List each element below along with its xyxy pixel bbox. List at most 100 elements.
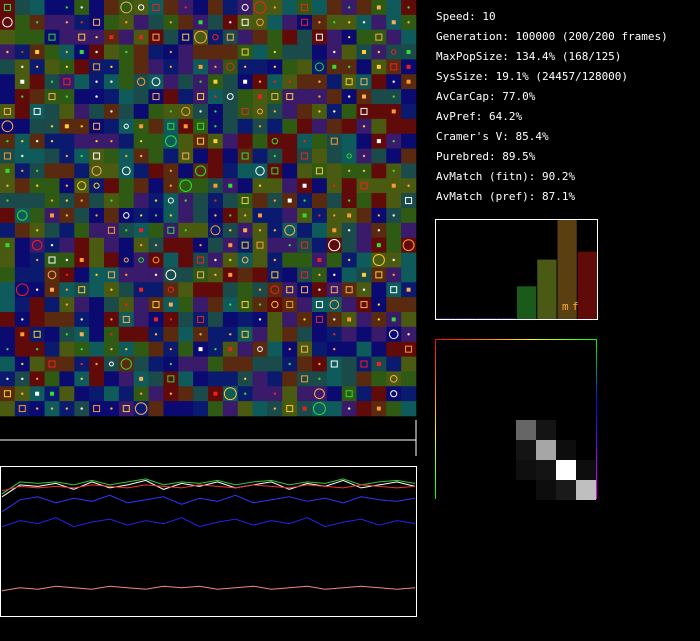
cell <box>118 208 135 224</box>
marker <box>3 107 11 115</box>
marker <box>391 183 396 188</box>
cell <box>386 222 402 239</box>
dot <box>35 377 39 381</box>
marker <box>138 257 144 263</box>
cell <box>104 237 120 253</box>
dot <box>80 21 83 24</box>
marker <box>93 152 101 160</box>
dot <box>318 288 321 291</box>
cell <box>237 326 253 343</box>
cell <box>178 29 194 45</box>
marker <box>2 17 13 28</box>
cell <box>148 14 164 31</box>
cell <box>386 401 402 417</box>
marker <box>139 124 144 129</box>
marker <box>402 239 415 252</box>
dot <box>273 110 277 113</box>
dot <box>139 392 143 395</box>
cell <box>178 104 194 120</box>
cell <box>341 282 357 298</box>
dot <box>65 21 69 24</box>
marker <box>223 387 237 401</box>
dot <box>199 80 202 83</box>
marker <box>182 152 190 160</box>
cell <box>252 386 268 402</box>
dot <box>169 214 173 217</box>
cell <box>59 163 75 179</box>
marker <box>271 137 279 145</box>
cell <box>193 386 209 402</box>
dot <box>35 258 39 262</box>
cell <box>386 29 402 45</box>
cell <box>118 74 135 90</box>
dot <box>229 333 232 336</box>
stat-line: Purebred: 89.5% <box>436 150 536 163</box>
cell <box>326 163 343 179</box>
cell <box>371 178 387 194</box>
dot <box>318 95 321 98</box>
marker <box>228 347 233 352</box>
cell <box>401 267 417 283</box>
cell <box>74 163 90 179</box>
cell <box>163 29 179 45</box>
cell <box>237 193 253 209</box>
cell <box>178 74 194 90</box>
marker <box>406 79 411 84</box>
matrix-cell <box>476 460 496 480</box>
dot <box>392 95 395 98</box>
cell <box>252 356 268 372</box>
marker <box>139 376 144 381</box>
dot <box>95 80 98 83</box>
dot <box>184 199 187 202</box>
matrix-cell <box>496 360 516 380</box>
cell <box>312 163 328 179</box>
matrix-cell <box>536 400 556 420</box>
marker <box>362 50 366 54</box>
dot <box>35 21 39 24</box>
matrix-cell <box>436 440 456 460</box>
cell <box>356 104 372 120</box>
cell <box>193 193 209 209</box>
dot <box>347 199 351 202</box>
dot <box>35 65 39 69</box>
cell <box>222 133 239 149</box>
marker <box>376 139 381 144</box>
cell <box>89 297 105 313</box>
matrix-cell <box>436 480 456 500</box>
cell <box>326 29 343 45</box>
cell <box>74 178 90 194</box>
cell <box>341 356 357 372</box>
cell <box>74 133 90 149</box>
marker <box>243 79 248 84</box>
dot <box>65 303 69 306</box>
cell <box>148 29 164 45</box>
matrix-cell <box>496 400 516 420</box>
cell <box>341 371 357 387</box>
matrix-cell <box>496 460 516 480</box>
dot <box>154 333 158 336</box>
cell <box>371 326 387 343</box>
cell <box>297 371 313 387</box>
cell <box>59 133 75 149</box>
marker <box>330 286 338 294</box>
dot <box>243 377 247 381</box>
cell <box>282 163 298 179</box>
dot <box>392 273 395 277</box>
marker <box>287 198 292 203</box>
matrix-cell <box>436 360 456 380</box>
cell <box>59 104 75 120</box>
dot <box>110 110 113 113</box>
cell <box>326 89 343 105</box>
cell <box>401 297 417 313</box>
marker <box>228 243 233 248</box>
cell <box>297 356 313 372</box>
dot <box>273 80 277 83</box>
cell <box>386 193 402 209</box>
dot <box>125 347 128 351</box>
marker <box>360 182 368 190</box>
dot <box>21 362 24 366</box>
cell <box>356 193 372 209</box>
dot <box>273 65 277 69</box>
world-grid <box>0 0 417 417</box>
